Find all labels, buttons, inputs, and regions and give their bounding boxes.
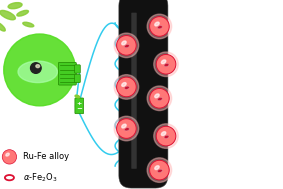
- Ellipse shape: [161, 60, 166, 64]
- Circle shape: [2, 150, 17, 164]
- Ellipse shape: [125, 128, 129, 131]
- Text: −: −: [76, 106, 82, 112]
- Circle shape: [114, 116, 139, 141]
- Ellipse shape: [161, 132, 166, 136]
- FancyBboxPatch shape: [131, 13, 137, 169]
- Ellipse shape: [23, 22, 34, 27]
- Ellipse shape: [122, 41, 126, 45]
- Text: +: +: [77, 101, 82, 105]
- Circle shape: [117, 36, 136, 55]
- FancyBboxPatch shape: [75, 65, 80, 73]
- Circle shape: [154, 52, 178, 77]
- Text: Ru-Fe alloy: Ru-Fe alloy: [23, 152, 69, 161]
- Ellipse shape: [158, 98, 162, 101]
- FancyBboxPatch shape: [75, 74, 80, 83]
- Circle shape: [31, 63, 41, 73]
- Circle shape: [150, 88, 169, 108]
- Circle shape: [156, 126, 176, 146]
- FancyBboxPatch shape: [119, 0, 168, 188]
- Ellipse shape: [125, 86, 129, 89]
- Ellipse shape: [164, 135, 169, 138]
- Circle shape: [114, 75, 139, 99]
- Circle shape: [147, 86, 172, 111]
- Ellipse shape: [0, 22, 5, 31]
- Ellipse shape: [122, 83, 126, 86]
- Circle shape: [154, 124, 178, 148]
- Ellipse shape: [158, 26, 162, 29]
- Ellipse shape: [122, 124, 126, 128]
- Circle shape: [117, 119, 136, 138]
- Circle shape: [114, 33, 139, 58]
- Ellipse shape: [75, 95, 80, 98]
- Text: $\alpha$-Fe$_2$O$_3$: $\alpha$-Fe$_2$O$_3$: [23, 171, 57, 184]
- Ellipse shape: [155, 166, 159, 170]
- Circle shape: [150, 17, 169, 36]
- Circle shape: [4, 34, 76, 106]
- Circle shape: [150, 160, 169, 180]
- Ellipse shape: [125, 45, 129, 48]
- Circle shape: [156, 54, 176, 74]
- Ellipse shape: [6, 153, 9, 156]
- FancyBboxPatch shape: [75, 98, 83, 114]
- Ellipse shape: [8, 3, 22, 9]
- Ellipse shape: [0, 10, 15, 20]
- Circle shape: [147, 14, 172, 39]
- Circle shape: [117, 77, 136, 97]
- Ellipse shape: [158, 169, 162, 172]
- Ellipse shape: [17, 10, 29, 16]
- FancyBboxPatch shape: [58, 62, 76, 85]
- Ellipse shape: [155, 22, 159, 26]
- Ellipse shape: [164, 64, 169, 67]
- Circle shape: [147, 158, 172, 182]
- Ellipse shape: [18, 61, 57, 83]
- Ellipse shape: [155, 94, 159, 98]
- Ellipse shape: [36, 65, 40, 68]
